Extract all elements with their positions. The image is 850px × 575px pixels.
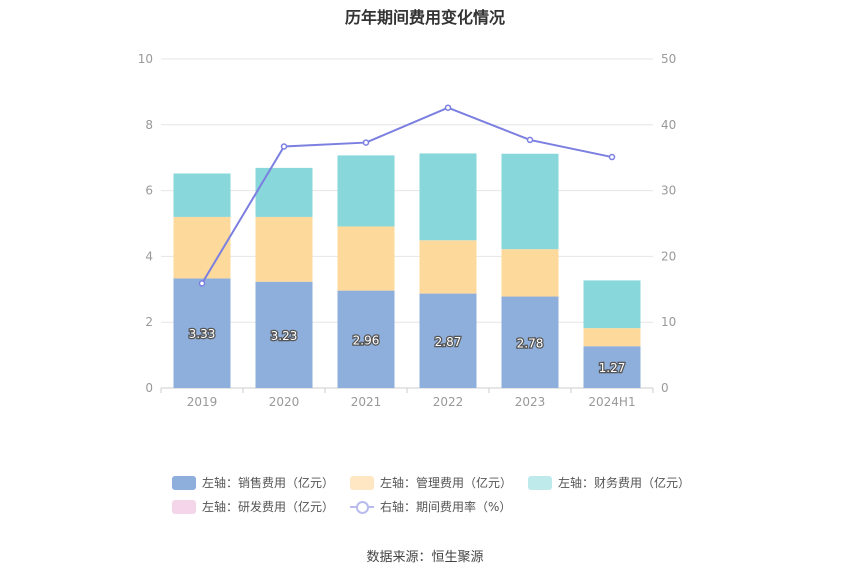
bar-value-label: 3.23	[271, 329, 298, 343]
legend-label-rate: 右轴：期间费用率（%）	[380, 500, 512, 514]
bar-value-label: 2.87	[435, 335, 462, 349]
x-tick-label: 2024H1	[588, 395, 635, 409]
bar-segment	[255, 281, 313, 388]
bar-segment	[337, 290, 395, 388]
y-left-tick-label: 0	[145, 381, 153, 395]
legend-item-finance[interactable]: 左轴：财务费用（亿元）	[528, 474, 690, 491]
legend-swatch-rnd	[172, 499, 196, 514]
bar-segment	[501, 296, 559, 388]
data-source: 数据来源：恒生聚源	[366, 550, 484, 565]
rate-line	[198, 104, 616, 287]
grid-lines	[161, 58, 653, 323]
y-right-tick-label: 10	[661, 315, 676, 329]
bar-segment	[173, 216, 231, 279]
y-right-tick-label: 20	[661, 249, 676, 263]
rate-point	[362, 139, 370, 146]
bar-segment	[583, 346, 641, 388]
bar-segment	[173, 173, 231, 217]
legend-swatch-rate	[350, 500, 375, 514]
rate-line-path	[201, 106, 613, 284]
x-tick-label: 2022	[433, 395, 464, 409]
legend-item-admin[interactable]: 左轴：管理费用（亿元）	[350, 474, 512, 491]
x-tick-label: 2019	[187, 395, 218, 409]
bar-segment	[255, 216, 313, 282]
y-left-tick-label: 2	[145, 315, 153, 329]
y-right-tick-label: 0	[661, 381, 669, 395]
legend-label-rnd: 左轴：研发费用（亿元）	[202, 500, 335, 514]
legend-label-sales: 左轴：销售费用（亿元）	[202, 476, 335, 490]
x-tick-label: 2023	[515, 395, 546, 409]
y-left-tick-label: 6	[145, 184, 153, 198]
bar-segment	[419, 240, 477, 294]
y-right-tick-label: 50	[661, 52, 676, 66]
bar-value-label: 2.78	[517, 336, 544, 350]
chart-title: 历年期间费用变化情况	[344, 8, 505, 27]
bar-segment	[255, 167, 313, 217]
y-left-tick-label: 4	[145, 249, 153, 263]
rate-point	[526, 136, 534, 144]
rate-point	[198, 280, 206, 287]
bar-value-label: 1.27	[599, 361, 626, 375]
data-labels: 3.33 3.23 2.96 2.87 2.78 1.27	[187, 326, 626, 376]
legend-label-admin: 左轴：管理费用（亿元）	[380, 476, 513, 490]
rate-point	[608, 153, 616, 161]
rate-point	[444, 104, 452, 111]
bar-segment	[419, 153, 477, 241]
y-left-tick-label: 10	[138, 52, 153, 66]
bar-segment	[419, 293, 477, 388]
legend-swatch-finance	[528, 475, 553, 490]
bar-value-label: 3.33	[189, 327, 216, 341]
legend-item-sales[interactable]: 左轴：销售费用（亿元）	[172, 474, 334, 491]
bar-segment	[501, 153, 559, 250]
legend-item-rate[interactable]: 右轴：期间费用率（%）	[350, 498, 511, 515]
bar-segment	[583, 280, 641, 329]
bar-segment	[583, 328, 641, 347]
bar-segment	[337, 155, 395, 227]
x-tick-label: 2021	[351, 395, 382, 409]
bar-segment	[501, 249, 559, 297]
legend-swatch-admin	[350, 475, 375, 490]
legend-item-rnd[interactable]: 左轴：研发费用（亿元）	[172, 498, 334, 515]
bars	[173, 153, 641, 388]
bar-value-label: 2.96	[353, 333, 380, 347]
bar-segment	[337, 226, 395, 291]
y-left-tick-label: 8	[145, 118, 153, 132]
legend-label-finance: 左轴：财务费用（亿元）	[558, 476, 691, 490]
bar-segment	[173, 278, 231, 388]
y-right-tick-label: 30	[661, 184, 676, 198]
axes: 0 0 2 10 4 20 6 30 8 40 10 50 2019 2020 2021 2022 2023 20…	[138, 52, 677, 409]
y-right-tick-label: 40	[661, 118, 676, 132]
rate-point	[280, 143, 288, 150]
x-tick-label: 2020	[269, 395, 300, 409]
legend-swatch-sales	[172, 475, 196, 490]
